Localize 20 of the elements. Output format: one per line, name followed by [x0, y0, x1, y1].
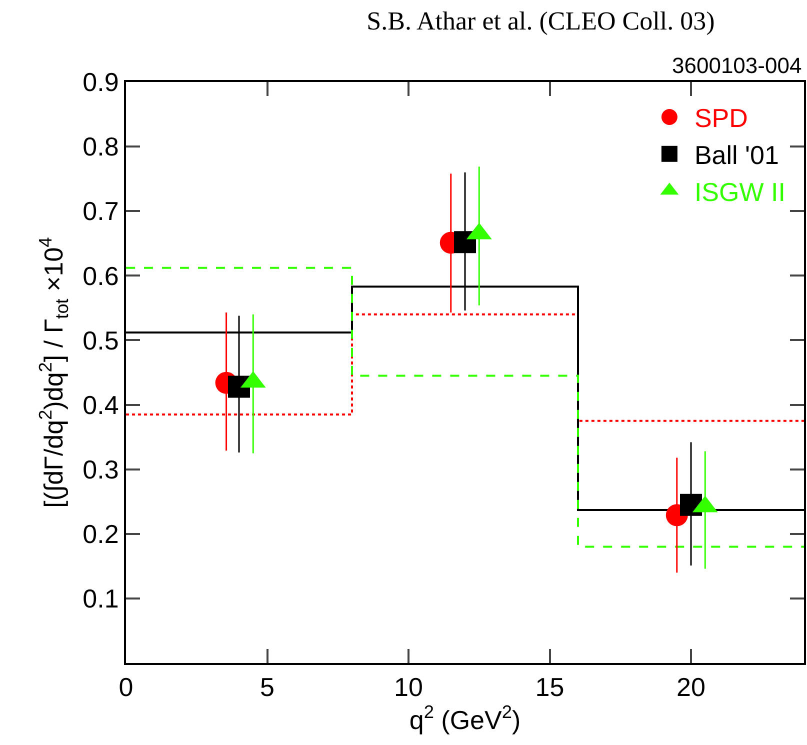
y-tick-label: 0.9	[82, 67, 119, 98]
legend-label: ISGW II	[694, 176, 786, 207]
x-tick-label: 15	[535, 672, 564, 702]
y-tick-label: 0.5	[82, 325, 119, 356]
x-tick-label: 10	[394, 672, 423, 702]
y-tick-label: 0.1	[82, 584, 119, 614]
legend-label: Ball '01	[694, 140, 779, 170]
x-tick-label: 0	[118, 672, 134, 702]
x-axis-title: q$^{2}$ (GeV$^{2}$)	[409, 702, 521, 736]
y-tick-label: 0.6	[82, 260, 119, 291]
chart-title: S.B. Athar et al. (CLEO Coll. 03)	[366, 6, 715, 36]
x-tick-label: 20	[676, 672, 706, 702]
legend-label: SPD	[694, 103, 748, 134]
y-tick-label: 0.3	[82, 454, 119, 484]
y-tick-label: 0.2	[82, 518, 119, 549]
y-tick-label: 0.8	[82, 132, 119, 162]
text: 3600103-004	[672, 53, 802, 78]
y-tick-label: 0.7	[82, 196, 119, 226]
x-tick-label: 5	[260, 672, 274, 702]
y-tick-label: 0.4	[82, 390, 119, 420]
